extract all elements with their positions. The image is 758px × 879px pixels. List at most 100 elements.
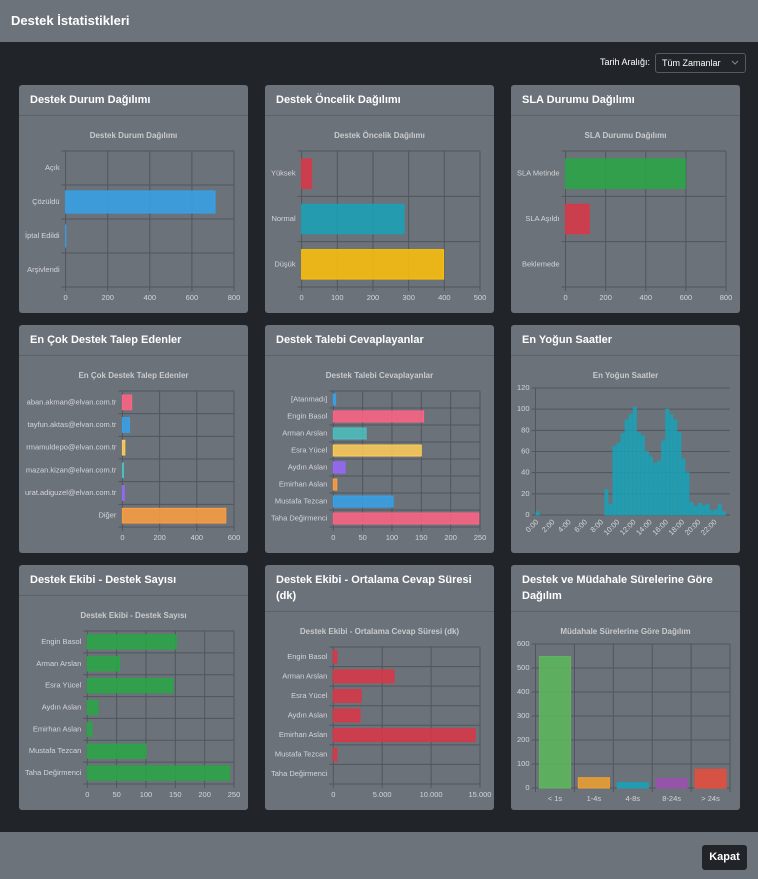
category-label: urat.adiguzel@elvan.com.tr <box>25 488 117 497</box>
x-tick-label: 100 <box>140 790 153 799</box>
category-label: Esra Yücel <box>45 681 81 690</box>
x-tick-label: 600 <box>680 293 693 302</box>
header-title: Destek İstatistikleri <box>0 0 758 42</box>
bar <box>694 768 727 789</box>
category-label: Aydın Aslan <box>288 462 327 471</box>
bar <box>620 433 625 516</box>
card-title: Destek Ekibi - Ortalama Cevap Süresi (dk… <box>265 565 494 612</box>
x-tick-label: 400 <box>191 533 204 542</box>
chart-title: En Çok Destek Talep Edenler <box>78 371 188 380</box>
x-tick-label: 4:00 <box>556 517 573 534</box>
bar <box>301 203 405 235</box>
bar <box>693 506 698 516</box>
bar <box>649 456 653 516</box>
bar <box>608 504 613 516</box>
x-tick-label: 600 <box>228 533 241 542</box>
x-tick-label: 400 <box>438 293 451 302</box>
category-label: Açık <box>45 163 60 172</box>
category-label: Arman Arslan <box>282 428 327 437</box>
x-tick-label: 22:00 <box>699 517 719 537</box>
bar <box>332 512 480 525</box>
x-tick-label: 200 <box>101 293 114 302</box>
bar <box>86 699 99 716</box>
x-tick-label: 15.000 <box>469 790 492 799</box>
x-tick-label: 200 <box>444 533 457 542</box>
card-title: Destek Durum Dağılımı <box>19 85 248 116</box>
chart-card: Destek Ekibi - Ortalama Cevap Süresi (dk… <box>265 565 494 810</box>
bar <box>332 669 395 684</box>
x-tick-label: 100 <box>386 533 399 542</box>
bar <box>661 440 666 516</box>
chart-title: Destek Talebi Cevaplayanlar <box>326 371 433 380</box>
x-tick-label: 50 <box>358 533 366 542</box>
chart-title: Destek Ekibi - Destek Sayısı <box>80 611 186 620</box>
category-label: Normal <box>271 214 296 223</box>
bar <box>616 442 621 516</box>
bar <box>332 393 337 406</box>
bar <box>632 406 637 516</box>
bar <box>332 461 346 474</box>
x-tick-label: > 24s <box>701 794 720 803</box>
chart-card: Destek ve Müdahale Sürelerine Göre Dağıl… <box>511 565 740 810</box>
y-tick-label: 300 <box>517 711 530 720</box>
bar <box>121 507 227 524</box>
x-tick-label: 6:00 <box>572 517 589 534</box>
bar <box>332 410 425 423</box>
bar <box>332 689 362 703</box>
x-tick-label: 200 <box>599 293 612 302</box>
bar <box>332 649 338 664</box>
bar <box>565 203 590 235</box>
chart: Destek Ekibi - Ortalama Cevap Süresi (dk… <box>271 627 492 799</box>
bar <box>669 414 674 516</box>
chart: Destek Durum Dağılımı Açık Çözüldü İptal Ed… <box>25 131 240 302</box>
chart: Destek Talebi Cevaplayanlar [Atanmadı] Eng… <box>271 371 486 542</box>
bar <box>722 511 726 516</box>
y-tick-label: 400 <box>517 687 530 696</box>
y-tick-label: 500 <box>517 663 530 672</box>
x-tick-label: 0 <box>64 293 68 302</box>
x-tick-label: 12:00 <box>618 517 638 537</box>
date-range-select[interactable]: Tüm Zamanlar <box>655 53 746 73</box>
y-tick-label: 0 <box>525 783 529 792</box>
x-tick-label: 0 <box>563 293 567 302</box>
chart-card: SLA Durumu Dağılımı SLA Durumu Dağılımı SL… <box>511 85 740 313</box>
x-tick-label: 16:00 <box>650 517 670 537</box>
bar <box>332 747 338 762</box>
y-tick-label: 120 <box>517 383 530 392</box>
y-tick-label: 80 <box>521 425 529 434</box>
bar <box>677 432 682 516</box>
footer <box>0 832 758 879</box>
category-label: Esra Yücel <box>291 445 327 454</box>
x-tick-label: 0 <box>331 790 335 799</box>
bar <box>665 408 670 516</box>
bar <box>332 478 338 491</box>
y-tick-label: 40 <box>521 468 529 477</box>
x-tick-label: 20:00 <box>683 517 703 537</box>
category-label: Taha Değirmenci <box>271 769 328 778</box>
category-label: Düşük <box>274 259 296 268</box>
category-label: aban.akman@elvan.com.tr <box>27 397 117 406</box>
x-tick-label: 150 <box>169 790 182 799</box>
x-tick-label: 600 <box>186 293 199 302</box>
x-tick-label: 800 <box>720 293 733 302</box>
x-tick-label: 0 <box>331 533 335 542</box>
x-tick-label: 18:00 <box>667 517 687 537</box>
chart: En Yoğun Saatler 0 20 40 60 80 100 120 0:00 2:00 4… <box>517 371 730 537</box>
chart: Destek Öncelik Dağılımı Yüksek Normal Düşük… <box>271 131 486 302</box>
bar <box>604 489 609 516</box>
category-label: Arman Arslan <box>282 671 327 680</box>
x-tick-label: 0 <box>120 533 124 542</box>
category-label: Taha Değirmenci <box>25 768 82 777</box>
card-title: SLA Durumu Dağılımı <box>511 85 740 116</box>
bar <box>657 460 662 516</box>
filter-label: Tarih Aralığı: <box>599 57 650 67</box>
bar <box>713 509 718 516</box>
close-button[interactable]: Kapat <box>702 845 747 870</box>
bar <box>332 728 476 742</box>
bar <box>121 417 130 433</box>
bar <box>717 504 722 516</box>
card-title: En Çok Destek Talep Edenler <box>19 325 248 356</box>
y-tick-label: 200 <box>517 735 530 744</box>
card-title: Destek ve Müdahale Sürelerine Göre Dağıl… <box>511 565 740 612</box>
